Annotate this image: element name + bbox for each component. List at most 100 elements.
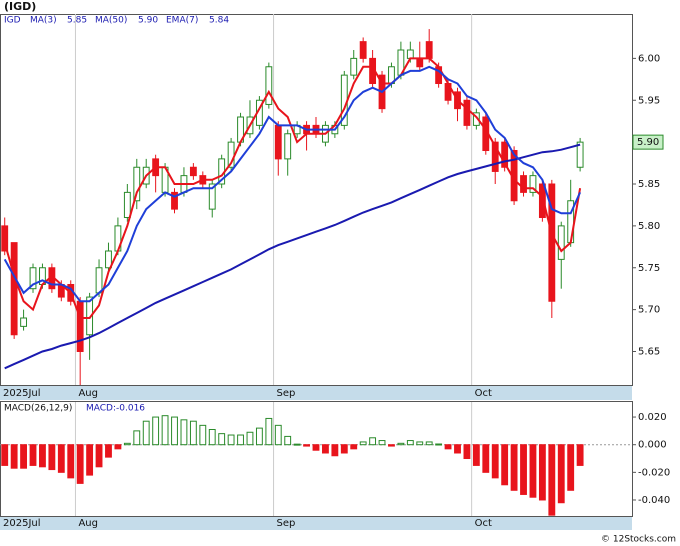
macd-bar [331,444,339,457]
legend-name: MA(50) [95,16,127,26]
candle-body [105,250,112,269]
y-tick-label: 5.75 [638,263,660,274]
macd-bar [265,417,273,446]
macd-bar [350,444,358,450]
x-tick-label: Aug [78,518,98,529]
macd-bar [39,444,46,468]
macd-bar [293,443,301,446]
macd-bar [208,428,216,446]
macd-bar [557,444,565,504]
candle-body [274,124,282,160]
macd-bar [133,430,141,446]
legend-value: 5.85 [67,16,87,26]
candle-body [20,317,28,327]
overlay-line [3,65,582,303]
macd-bar [171,416,178,446]
macd-bar [95,444,103,468]
macd-bar [435,443,443,446]
candle-body [133,166,141,202]
y-tick-label: 5.95 [638,95,660,106]
candle-body [95,267,103,294]
macd-bar [340,444,348,454]
candle-body [406,49,414,59]
macd-bar [397,442,405,446]
macd-bar [303,444,310,447]
macd-bar [48,444,56,471]
footer: © 12Stocks.com [601,535,676,545]
price-frame [0,14,633,386]
y-tick-label: 5.85 [638,179,660,190]
macd-bar [246,431,254,446]
macd-bar [284,435,292,446]
macd-bar [510,444,518,491]
y-tick-label: 5.65 [638,347,660,358]
macd-bar [463,444,471,460]
macd-bar [255,427,263,446]
x-tick-label: Oct [475,518,492,529]
macd-bar [180,419,188,446]
candle-body [538,183,546,219]
macd-bar [114,444,122,450]
candle-body [189,166,197,177]
candle-body [265,66,273,105]
macd-bar [501,444,509,486]
candle-body [529,175,537,193]
candle-body [491,141,499,172]
overlay-line [4,143,581,370]
candle-body [548,183,556,302]
macd-bar [322,444,329,454]
candle-body [520,175,527,193]
y-tick-label: 5.80 [638,221,660,232]
candle-body [425,41,433,59]
candle-body [29,267,37,290]
candle-body [576,141,584,168]
macd-bar [425,441,433,446]
candle-body [463,99,471,126]
macd-bar [29,444,37,466]
x-tick-label: 2025Jul [3,388,41,399]
macd-bar [406,440,414,446]
macd-bar [520,444,527,495]
macd-bar [57,444,65,473]
macd-bar [274,424,282,446]
candle-body [208,183,216,210]
macd-bar [538,444,546,501]
macd-bar [444,444,452,450]
macd-bar [10,444,18,469]
macd-bar [123,442,131,446]
macd-bar [576,444,584,466]
candle-body [350,57,358,76]
macd-bar [218,433,226,446]
overlay-line [3,57,582,319]
x-tick-label: Sep [277,388,296,399]
macd-bar [152,416,160,446]
macd-bar [482,444,490,473]
x-tick-label: Aug [78,388,98,399]
y-tick-label: 5.70 [638,305,660,316]
macd-bar [199,424,207,446]
candle-body [76,300,84,353]
x-tick-label: Sep [277,518,296,529]
y-tick-label: 0.000 [638,440,667,451]
macd-bar [454,444,461,454]
macd-bar [105,444,112,458]
ticker: IGD [4,16,21,26]
price-tag-label: 5.90 [637,137,659,148]
macd-bar [1,444,9,466]
legend-name: MA(3) [30,16,57,26]
legend-name: EMA(7) [166,16,198,26]
macd-bar [161,415,169,446]
candle-body [557,225,565,260]
legend-value: 5.90 [138,16,158,26]
macd-bar [312,444,320,451]
candle-body [171,191,178,210]
macd-bar [359,441,367,446]
candle-body [284,133,292,160]
y-tick-label: -0.040 [638,495,670,506]
chart-title: (IGD) [4,0,36,13]
candle-body [123,191,131,219]
macd-title: MACD(26,12,9) [4,404,72,414]
candle-body [359,41,367,59]
candle-body [416,57,424,68]
